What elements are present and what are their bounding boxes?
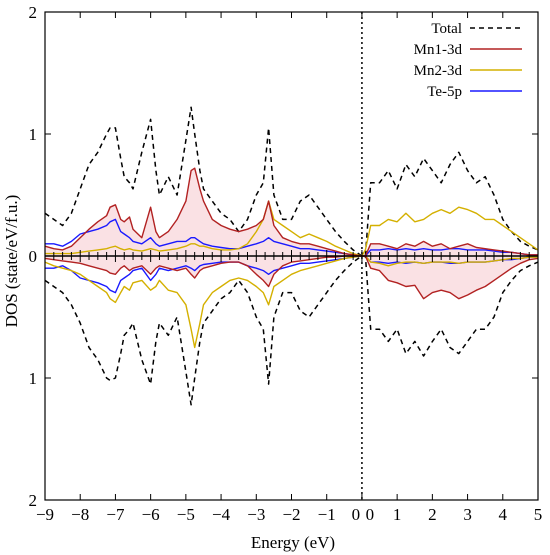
x-tick-label: 3 — [463, 505, 472, 524]
x-tick-label: 2 — [428, 505, 437, 524]
x-tick-label: 0 — [352, 505, 361, 524]
x-tick-label: 4 — [499, 505, 508, 524]
x-tick-label: −4 — [212, 505, 231, 524]
total-spin-down-line — [44, 255, 539, 406]
legend-label-te-5p: Te-5p — [427, 84, 462, 100]
x-tick-label: 0 — [366, 505, 375, 524]
y-tick-label: 2 — [29, 3, 38, 22]
legend-label-mn2-3d: Mn2-3d — [414, 63, 463, 79]
x-tick-label: −7 — [106, 505, 125, 524]
x-tick-label: 1 — [393, 505, 402, 524]
y-axis-label: DOS (state/eV/f.u.) — [2, 195, 21, 328]
mn1-3d-spin-down-line — [44, 255, 539, 300]
plot-layer — [44, 106, 539, 406]
x-tick-label: −1 — [318, 505, 336, 524]
x-tick-label: −6 — [142, 505, 160, 524]
te-5p-spin-up-line — [45, 218, 538, 257]
legend-label-total: Total — [431, 21, 462, 37]
mn1-3d-spin-up-line — [44, 167, 538, 257]
legend: Total Mn1-3d Mn2-3d Te-5p — [414, 21, 522, 100]
legend-label-mn1-3d: Mn1-3d — [414, 42, 463, 58]
x-tick-label: 5 — [534, 505, 543, 524]
mn1-3d-spin-up-area — [45, 168, 538, 256]
x-axis-label: Energy (eV) — [251, 533, 335, 552]
x-tick-label: −3 — [247, 505, 265, 524]
x-tick-label: −8 — [71, 505, 89, 524]
mn2-3d-spin-down-line — [44, 255, 538, 349]
y-tick-label: 0 — [29, 247, 38, 266]
y-tick-label: 1 — [29, 125, 38, 144]
y-tick-label: 2 — [29, 491, 38, 510]
y-tick-label: 1 — [29, 369, 38, 388]
x-tick-label: −9 — [36, 505, 54, 524]
x-tick-label: −2 — [282, 505, 300, 524]
x-tick-label: −5 — [177, 505, 195, 524]
mn1-3d-spin-down-area — [45, 256, 538, 299]
